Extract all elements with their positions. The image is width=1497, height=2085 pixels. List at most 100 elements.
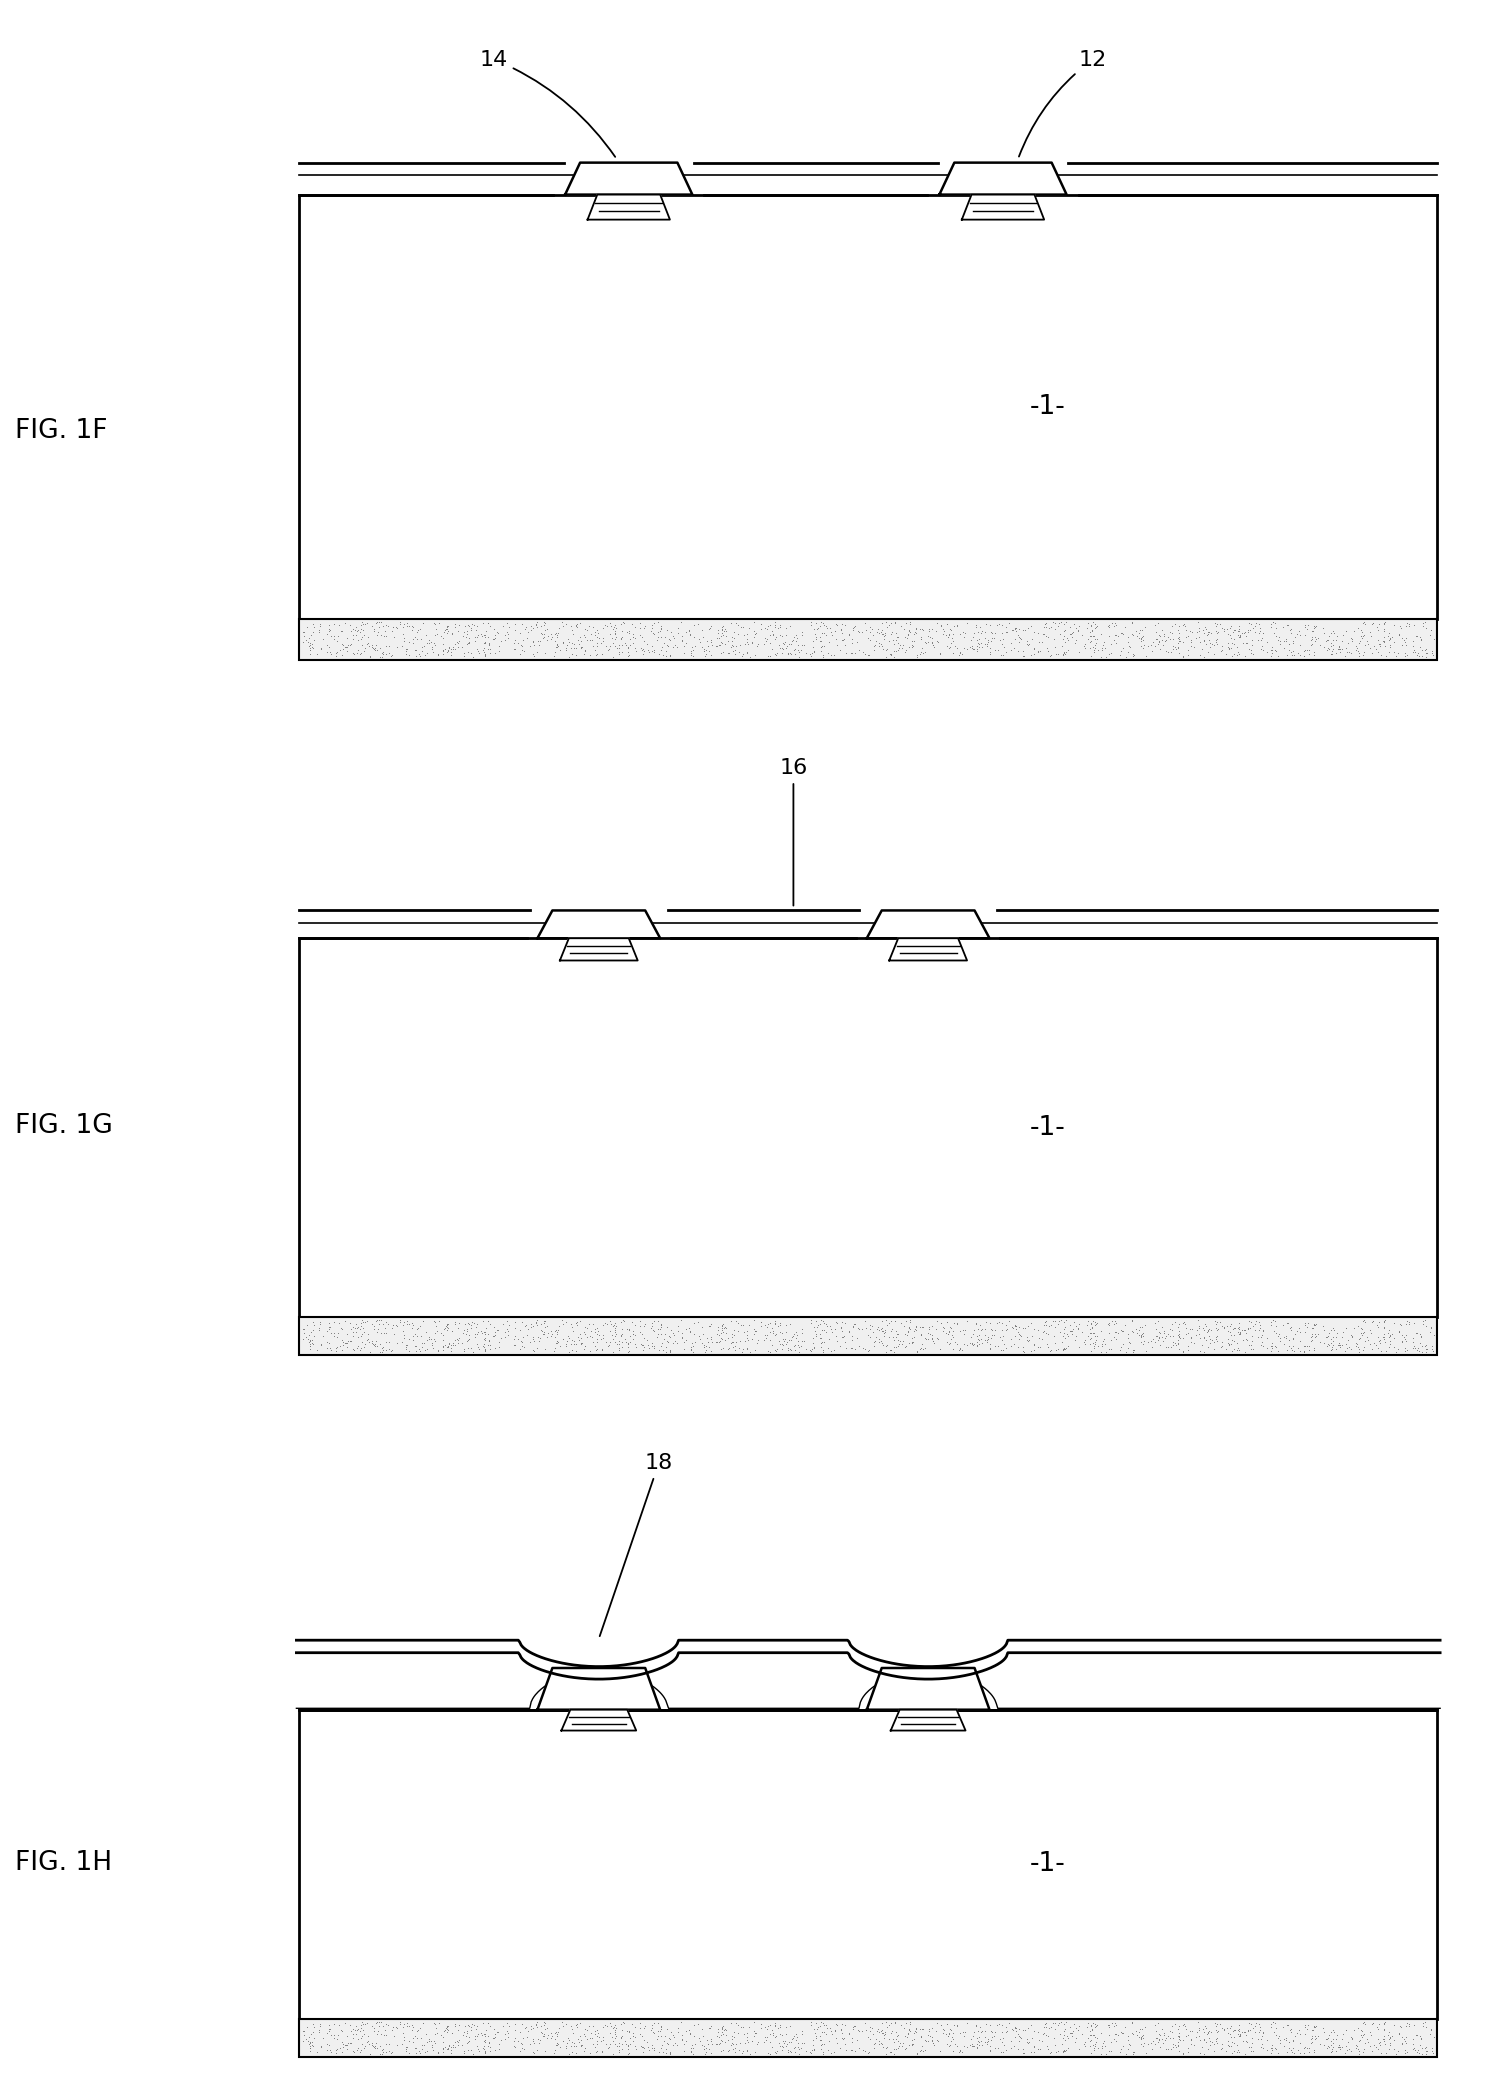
Point <box>1022 632 1046 665</box>
Point <box>726 1314 750 1347</box>
Point <box>862 1330 886 1364</box>
Point <box>521 1322 545 1355</box>
Point <box>418 623 442 657</box>
Point <box>1144 1326 1168 1359</box>
Point <box>838 1332 862 1366</box>
Point <box>960 1326 984 1359</box>
Point <box>1422 621 1446 655</box>
Point <box>1259 1307 1283 1341</box>
Point <box>1220 1324 1244 1357</box>
Point <box>533 1305 557 1339</box>
Point <box>1010 1330 1034 1364</box>
Point <box>699 1324 723 1357</box>
Point <box>1232 2016 1256 2050</box>
Point <box>536 2018 560 2052</box>
Point <box>693 632 717 665</box>
Point <box>871 619 895 653</box>
Point <box>496 617 519 651</box>
Point <box>1271 1328 1295 1362</box>
Point <box>729 2010 753 2043</box>
Point <box>838 636 862 669</box>
Point <box>942 1332 966 1366</box>
Point <box>555 628 579 661</box>
Point <box>374 2027 398 2060</box>
Point <box>364 634 388 667</box>
Point <box>573 2031 597 2064</box>
Point <box>710 619 734 653</box>
Point <box>1010 1311 1034 1345</box>
Point <box>509 1324 533 1357</box>
Point <box>656 2027 680 2060</box>
Point <box>1388 2018 1412 2052</box>
Point <box>1195 2018 1219 2052</box>
Point <box>331 1324 355 1357</box>
Point <box>415 2025 439 2058</box>
Point <box>740 1322 763 1355</box>
Point <box>521 1309 545 1343</box>
Point <box>349 609 373 642</box>
Point <box>406 2022 430 2056</box>
Point <box>606 638 630 671</box>
Point <box>527 628 551 661</box>
Point <box>581 1326 605 1359</box>
Point <box>470 1305 494 1339</box>
Point <box>1064 2012 1088 2045</box>
Point <box>650 2010 674 2043</box>
Point <box>463 623 487 657</box>
Point <box>790 619 814 653</box>
Point <box>1043 630 1067 663</box>
Point <box>1281 1330 1305 1364</box>
Point <box>738 611 762 644</box>
Point <box>1108 2035 1132 2068</box>
Point <box>314 2016 338 2050</box>
Point <box>1352 619 1376 653</box>
Point <box>1287 1311 1311 1345</box>
Point <box>1144 609 1168 642</box>
Point <box>507 617 531 651</box>
Point <box>521 2025 545 2058</box>
Point <box>1232 617 1256 651</box>
Point <box>617 640 641 673</box>
Point <box>928 2008 952 2041</box>
Point <box>564 2008 588 2041</box>
Point <box>1248 1311 1272 1345</box>
Point <box>623 621 647 655</box>
Point <box>937 1316 961 1349</box>
Point <box>1222 2020 1246 2054</box>
Point <box>1240 607 1263 640</box>
Point <box>811 617 835 651</box>
Point <box>744 638 768 671</box>
Point <box>624 1330 648 1364</box>
Point <box>443 611 467 644</box>
Point <box>1401 1326 1425 1359</box>
Point <box>349 2012 373 2045</box>
Point <box>1177 2035 1201 2068</box>
Point <box>618 1320 642 1353</box>
Point <box>731 1334 754 1368</box>
Point <box>904 611 928 644</box>
Point <box>774 2029 798 2062</box>
Point <box>772 2025 796 2058</box>
Point <box>1121 2035 1145 2068</box>
Point <box>1383 636 1407 669</box>
Point <box>870 1311 894 1345</box>
Point <box>603 1309 627 1343</box>
Point <box>1228 1316 1251 1349</box>
Point <box>460 1305 484 1339</box>
Point <box>1234 615 1257 648</box>
Point <box>298 628 322 661</box>
Point <box>1166 2029 1190 2062</box>
Point <box>585 2025 609 2058</box>
Point <box>466 609 490 642</box>
Point <box>1090 632 1114 665</box>
Point <box>1362 2029 1386 2062</box>
Point <box>817 1322 841 1355</box>
Point <box>1286 1332 1310 1366</box>
Point <box>434 2010 458 2043</box>
Point <box>711 609 735 642</box>
Point <box>1205 1305 1229 1339</box>
Point <box>415 1332 439 1366</box>
Point <box>1382 2025 1406 2058</box>
Point <box>436 613 460 646</box>
Point <box>717 636 741 669</box>
